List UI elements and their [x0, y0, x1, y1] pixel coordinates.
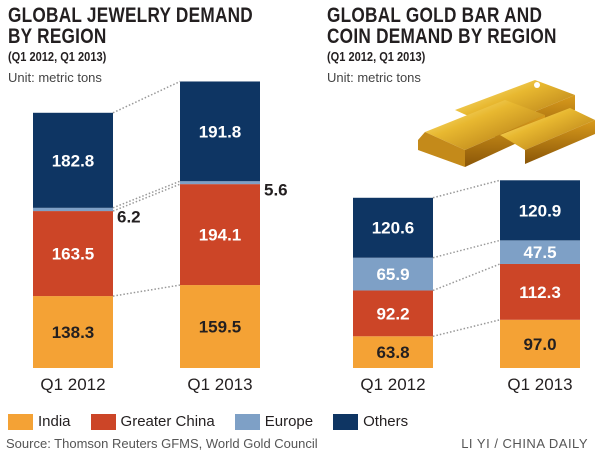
legend-swatch	[8, 413, 33, 430]
legend-item-india: India	[8, 413, 71, 430]
data-label: 163.5	[52, 245, 95, 264]
legend-swatch	[90, 413, 116, 430]
bar-segment-india	[180, 285, 260, 368]
right-title-line2: COIN DEMAND BY REGION	[327, 25, 557, 48]
bar-segment-others	[180, 81, 260, 182]
legend-label: Others	[363, 413, 409, 430]
legend-label: Europe	[264, 413, 314, 430]
x-tick-label: Q1 2012	[360, 375, 425, 394]
data-label: 191.8	[199, 122, 242, 141]
legend: India Greater China Europe Others	[8, 413, 428, 430]
data-label: 182.8	[52, 151, 95, 170]
data-label: 120.6	[372, 219, 415, 238]
x-tick-label: Q1 2012	[40, 375, 105, 394]
source-note: Source: Thomson Reuters GFMS, World Gold…	[6, 436, 318, 451]
connector-line	[112, 180, 181, 209]
data-label: 138.3	[52, 323, 95, 342]
bar-segment-india	[33, 296, 113, 368]
data-label: 194.1	[199, 226, 242, 245]
legend-swatch	[333, 413, 359, 430]
bar-segment-greater-china	[500, 263, 580, 320]
bar-segment-europe	[353, 257, 433, 291]
left-title-line2: BY REGION	[8, 25, 107, 48]
bar-segment-europe	[180, 181, 260, 185]
legend-item-greater-china: Greater China	[90, 413, 215, 430]
data-label: 65.9	[376, 265, 409, 284]
data-label: 6.2	[117, 207, 141, 226]
bar-segment-greater-china	[33, 211, 113, 297]
data-label: 92.2	[376, 304, 409, 323]
bar-segment-india	[500, 319, 580, 368]
legend-swatch	[234, 413, 260, 430]
data-label: 97.0	[523, 335, 556, 354]
credit: LI YI / CHINA DAILY	[461, 436, 588, 451]
data-label: 47.5	[523, 243, 556, 262]
data-label: 63.8	[376, 343, 409, 362]
bar-segment-greater-china	[353, 290, 433, 337]
right-title-line1: GLOBAL GOLD BAR AND	[327, 4, 543, 27]
right-unit: Unit: metric tons	[327, 70, 421, 85]
gold-bars-image	[418, 80, 595, 167]
bar-segment-india	[353, 336, 433, 368]
data-label: 120.9	[519, 201, 562, 220]
x-tick-label: Q1 2013	[507, 375, 572, 394]
connector-line	[432, 263, 501, 292]
connector-line	[432, 239, 501, 259]
connector-line	[432, 319, 501, 338]
bar-segment-others	[353, 197, 433, 258]
legend-label: India	[38, 413, 71, 430]
connector-line	[112, 284, 181, 297]
legend-label: Greater China	[120, 413, 215, 430]
data-label: 112.3	[519, 283, 561, 302]
bar-segment-europe	[33, 207, 113, 212]
x-tick-label: Q1 2013	[187, 375, 252, 394]
bar-segment-europe	[500, 240, 580, 264]
connector-line	[432, 179, 501, 199]
connector-line	[112, 183, 181, 212]
data-label: 159.5	[199, 318, 242, 337]
bar-segment-others	[33, 112, 113, 208]
left-title-line1: GLOBAL JEWELRY DEMAND	[8, 4, 253, 27]
left-unit: Unit: metric tons	[8, 70, 102, 85]
legend-item-europe: Europe	[234, 413, 314, 430]
data-label: 5.6	[264, 181, 288, 200]
bar-segment-others	[500, 180, 580, 241]
legend-item-others: Others	[333, 413, 408, 430]
connector-line	[112, 80, 181, 114]
left-subtitle: (Q1 2012, Q1 2013)	[8, 49, 107, 64]
bar-segment-greater-china	[180, 184, 260, 286]
right-subtitle: (Q1 2012, Q1 2013)	[327, 49, 426, 64]
